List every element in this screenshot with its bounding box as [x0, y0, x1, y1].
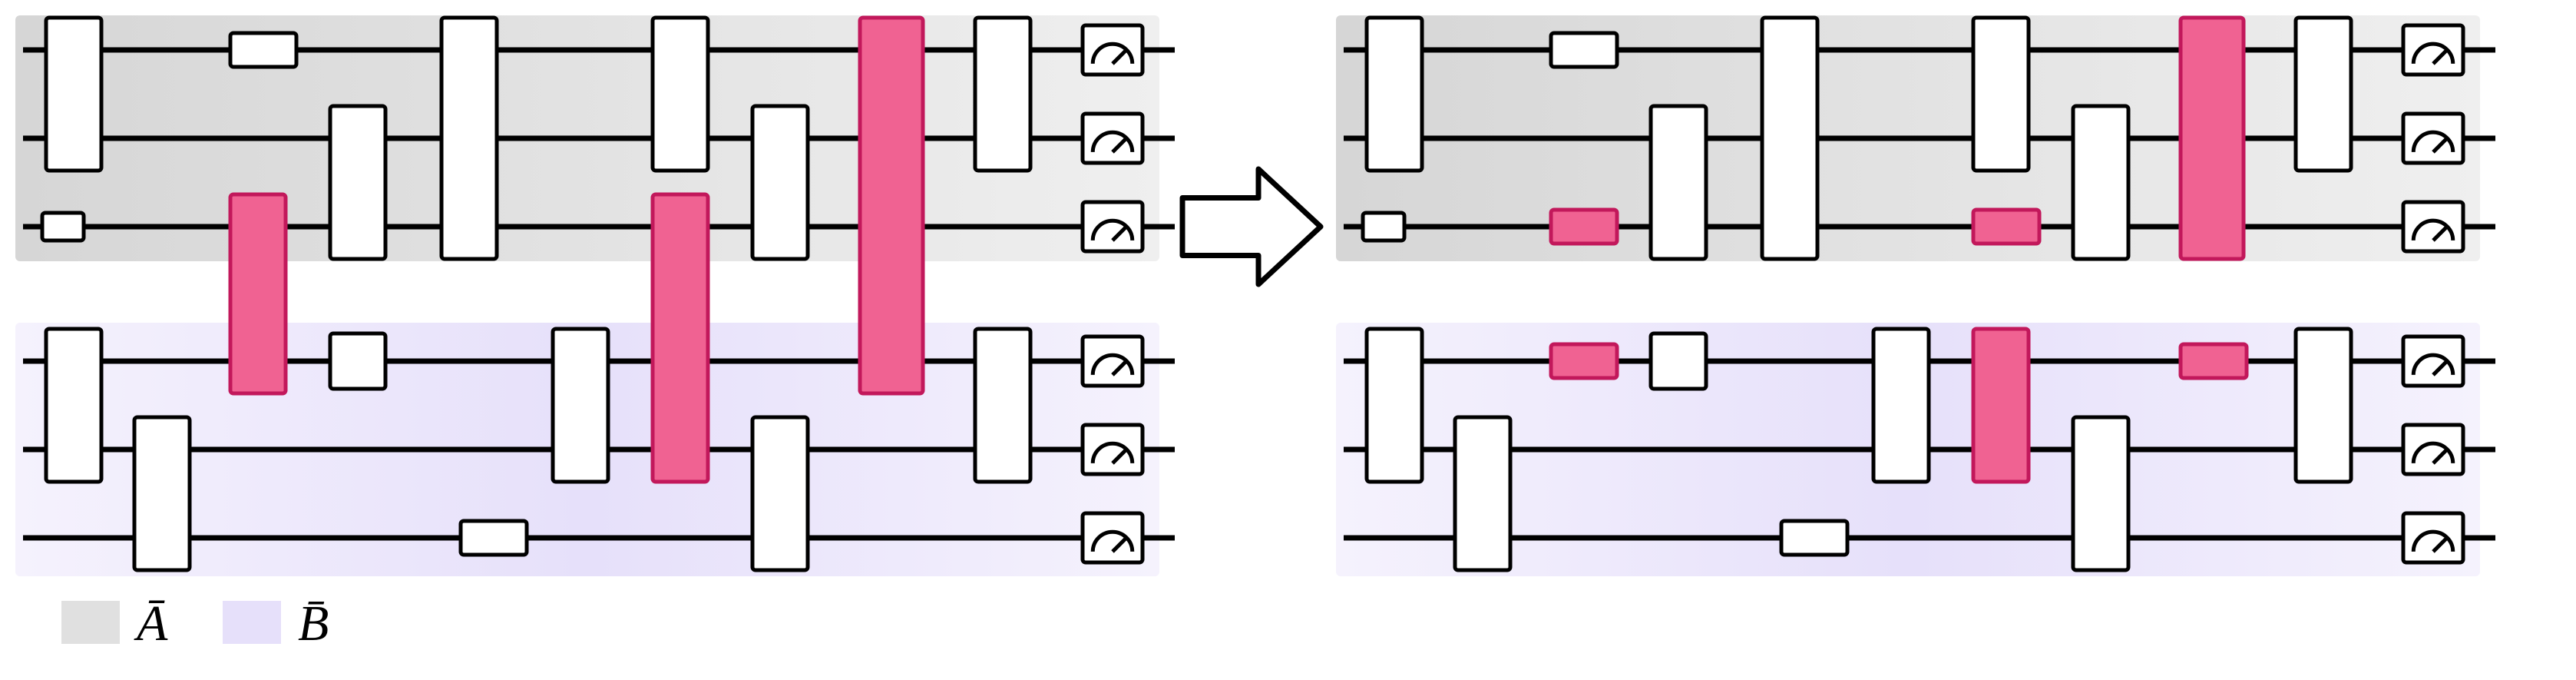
- gate: [46, 18, 101, 171]
- gate: [653, 18, 708, 171]
- gate-highlight: [2181, 344, 2247, 378]
- gate: [1651, 333, 1706, 389]
- legend-swatch: [223, 601, 281, 644]
- gate-highlight: [230, 194, 286, 393]
- meter-icon: [2403, 114, 2463, 163]
- meter-icon: [1083, 114, 1143, 163]
- meter-icon: [1083, 513, 1143, 562]
- meter-icon: [1083, 202, 1143, 251]
- gate-highlight: [1973, 210, 2039, 244]
- meter-icon: [1083, 337, 1143, 386]
- gate: [1455, 417, 1510, 570]
- gate-highlight: [860, 18, 923, 393]
- gate-highlight: [1973, 329, 2029, 482]
- gate: [230, 33, 296, 67]
- gate: [330, 106, 385, 259]
- gate: [975, 18, 1030, 171]
- meter-icon: [2403, 337, 2463, 386]
- gate: [1781, 521, 1847, 555]
- gate: [2073, 106, 2128, 259]
- gate: [975, 329, 1030, 482]
- meter-icon: [2403, 425, 2463, 474]
- gate: [1367, 18, 1422, 171]
- meter-icon: [2403, 25, 2463, 75]
- meter-icon: [1083, 425, 1143, 474]
- gate: [1973, 18, 2029, 171]
- gate: [1363, 213, 1404, 240]
- gate: [46, 329, 101, 482]
- legend-swatch: [61, 601, 120, 644]
- gate: [752, 106, 808, 259]
- gate-highlight: [653, 194, 708, 482]
- gate: [1651, 106, 1706, 259]
- gate: [1762, 18, 1817, 259]
- meter-icon: [2403, 513, 2463, 562]
- gate: [1551, 33, 1617, 67]
- gate: [2296, 18, 2351, 171]
- legend-label: Ā: [134, 595, 168, 652]
- gate-highlight: [1551, 344, 1617, 378]
- gate-highlight: [2181, 18, 2244, 259]
- circuit-diagram: Ā B̄: [0, 0, 2576, 680]
- gate-highlight: [1551, 210, 1617, 244]
- gate: [752, 417, 808, 570]
- gate: [441, 18, 497, 259]
- meter-icon: [1083, 25, 1143, 75]
- meter-icon: [2403, 202, 2463, 251]
- gate: [1873, 329, 1929, 482]
- gate: [2296, 329, 2351, 482]
- arrow-icon: [1182, 169, 1321, 284]
- legend-label: B̄: [298, 595, 329, 652]
- gate: [461, 521, 527, 555]
- gate: [330, 333, 385, 389]
- gate: [1367, 329, 1422, 482]
- gate: [134, 417, 190, 570]
- gate: [42, 213, 84, 240]
- gate: [553, 329, 608, 482]
- gate: [2073, 417, 2128, 570]
